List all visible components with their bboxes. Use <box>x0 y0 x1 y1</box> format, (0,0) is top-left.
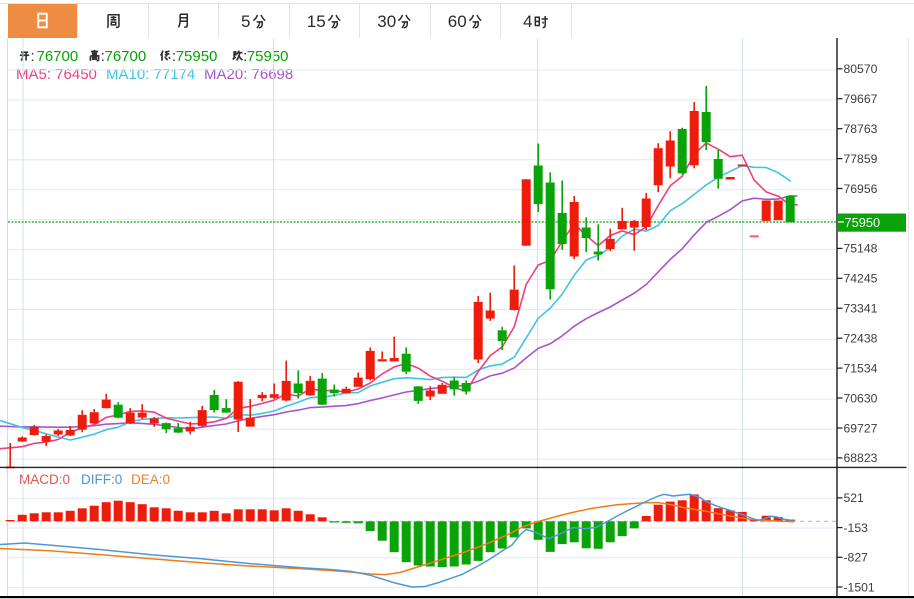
svg-text:74245: 74245 <box>844 272 878 286</box>
svg-text:80570: 80570 <box>844 62 878 76</box>
svg-text:78763: 78763 <box>844 122 878 136</box>
svg-text:-827: -827 <box>844 551 869 565</box>
svg-text:73341: 73341 <box>844 302 878 316</box>
svg-text:75148: 75148 <box>844 242 878 256</box>
svg-text:68823: 68823 <box>844 451 878 465</box>
svg-text:79667: 79667 <box>844 92 878 106</box>
svg-text:-153: -153 <box>844 521 869 535</box>
svg-text:76956: 76956 <box>844 182 878 196</box>
svg-text:69727: 69727 <box>844 421 878 435</box>
svg-text:521: 521 <box>844 491 865 505</box>
svg-text:70630: 70630 <box>844 391 878 405</box>
svg-text:75950: 75950 <box>845 215 881 230</box>
svg-text:-1501: -1501 <box>844 580 875 594</box>
svg-text:71534: 71534 <box>844 361 878 375</box>
svg-text:72438: 72438 <box>844 332 878 346</box>
svg-text:77859: 77859 <box>844 152 878 166</box>
